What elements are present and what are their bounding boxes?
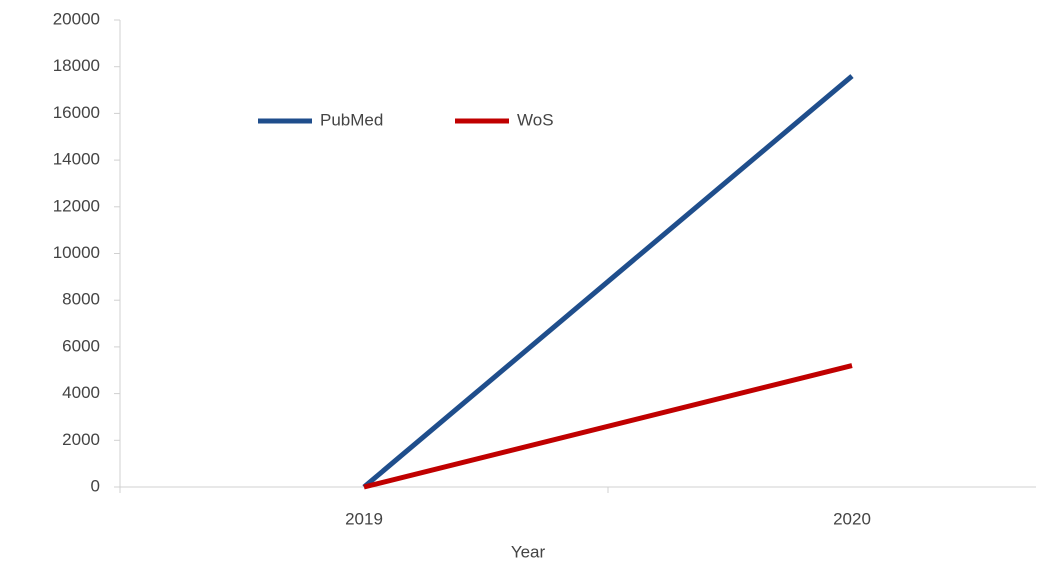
- x-tick-label: 2020: [833, 509, 871, 528]
- y-tick-label: 18000: [53, 56, 100, 75]
- series-line: [363, 363, 853, 490]
- y-tick-label: 20000: [53, 9, 100, 28]
- y-tick-label: 4000: [62, 383, 100, 402]
- series-line: [362, 74, 854, 489]
- y-tick-label: 16000: [53, 103, 100, 122]
- y-tick-label: 10000: [53, 243, 100, 262]
- y-tick-label: 12000: [53, 196, 100, 215]
- x-axis-label: Year: [511, 542, 546, 561]
- y-tick-label: 6000: [62, 336, 100, 355]
- legend-label: PubMed: [320, 110, 383, 129]
- y-tick-label: 0: [91, 476, 100, 495]
- y-tick-label: 2000: [62, 430, 100, 449]
- y-tick-label: 14000: [53, 150, 100, 169]
- legend-label: WoS: [517, 110, 554, 129]
- y-tick-label: 8000: [62, 290, 100, 309]
- x-tick-label: 2019: [345, 509, 383, 528]
